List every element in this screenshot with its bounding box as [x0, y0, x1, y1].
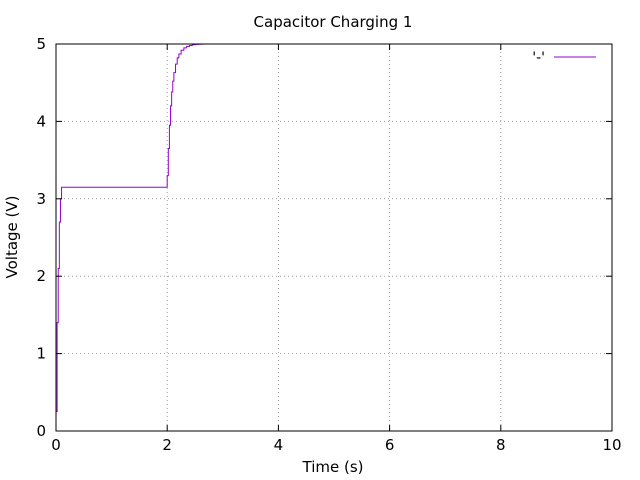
legend-label: '-' — [532, 50, 545, 66]
x-tick-label: 2 — [162, 436, 172, 454]
y-axis-label: Voltage (V) — [3, 196, 21, 279]
plot-frame — [55, 43, 613, 432]
x-tick-label: 6 — [385, 436, 395, 454]
chart-title: Capacitor Charging 1 — [254, 13, 413, 31]
y-tick-label: 3 — [36, 190, 46, 208]
y-tick-label: 0 — [36, 422, 46, 440]
y-tick-label: 1 — [36, 345, 46, 363]
y-tick-label: 5 — [36, 35, 46, 53]
x-tick-label: 8 — [496, 436, 506, 454]
legend: '-' — [532, 50, 596, 66]
x-tick-label: 10 — [602, 436, 621, 454]
x-tick-label: 0 — [51, 436, 61, 454]
y-tick-label: 4 — [36, 112, 46, 130]
y-tick-label: 2 — [36, 267, 46, 285]
x-axis-label: Time (s) — [302, 458, 364, 476]
axis-ticks: 0 2 4 6 8 10 0 1 2 3 4 5 — [36, 35, 621, 454]
grid-lines — [56, 44, 612, 431]
x-tick-label: 4 — [274, 436, 284, 454]
